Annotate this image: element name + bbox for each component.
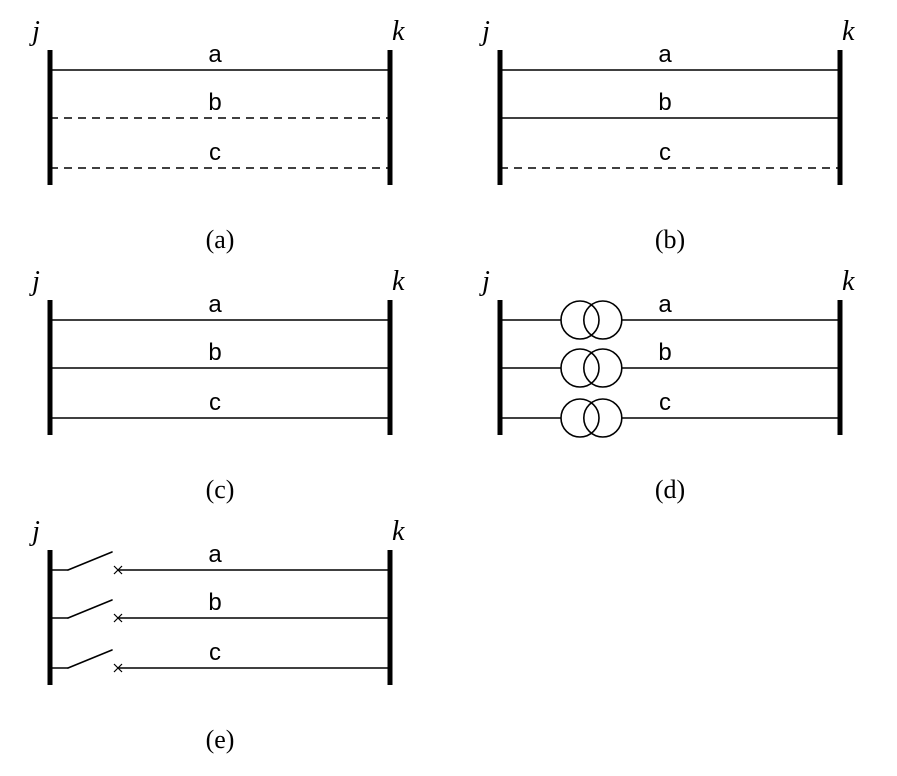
phase-label-a: a — [658, 41, 672, 68]
panel-d: jkabc(d) — [470, 260, 870, 490]
phase-label-b: b — [208, 89, 221, 116]
node-label-left: j — [29, 516, 40, 547]
phase-label-a: a — [208, 41, 222, 68]
caption-c: (c) — [20, 475, 420, 505]
tx-coil2-a — [584, 301, 622, 339]
panel-b-svg: j k abc — [470, 10, 870, 240]
tx-coil1-a — [561, 301, 599, 339]
node-label-left: j — [479, 16, 490, 47]
node-label-right: k — [392, 516, 405, 547]
node-label-right: k — [842, 266, 855, 297]
switch-arm-a — [68, 552, 112, 570]
caption-d: (d) — [470, 475, 870, 505]
phase-label-c: c — [209, 139, 221, 166]
phase-label-b: b — [208, 339, 221, 366]
phase-label-c: c — [209, 389, 221, 416]
node-label-right: k — [392, 266, 405, 297]
switch-arm-b — [68, 600, 112, 618]
switch-arm-c — [68, 650, 112, 668]
phase-label-b: b — [658, 339, 671, 366]
panel-b: jkabc(b) — [470, 10, 870, 240]
phase-label-b: b — [658, 89, 671, 116]
node-label-right: k — [392, 16, 405, 47]
node-label-left: j — [29, 266, 40, 297]
node-label-left: j — [29, 16, 40, 47]
caption-a: (a) — [20, 225, 420, 255]
panel-a-svg: j k abc — [20, 10, 420, 240]
tx-coil2-b — [584, 349, 622, 387]
panel-e-svg: j k abc — [20, 510, 420, 740]
panel-d-svg: j k abc — [470, 260, 870, 490]
phase-label-a: a — [208, 291, 222, 318]
phase-label-c: c — [209, 639, 221, 666]
caption-b: (b) — [470, 225, 870, 255]
node-label-left: j — [479, 266, 490, 297]
panel-e: jkabc(e) — [20, 510, 420, 740]
panel-a: jkabc(a) — [20, 10, 420, 240]
node-label-right: k — [842, 16, 855, 47]
panel-c-svg: j k abc — [20, 260, 420, 490]
phase-label-a: a — [658, 291, 672, 318]
caption-e: (e) — [20, 725, 420, 755]
phase-label-a: a — [208, 541, 222, 568]
tx-coil1-b — [561, 349, 599, 387]
tx-coil2-c — [584, 399, 622, 437]
phase-label-c: c — [659, 389, 671, 416]
phase-label-c: c — [659, 139, 671, 166]
tx-coil1-c — [561, 399, 599, 437]
panel-c: jkabc(c) — [20, 260, 420, 490]
phase-label-b: b — [208, 589, 221, 616]
